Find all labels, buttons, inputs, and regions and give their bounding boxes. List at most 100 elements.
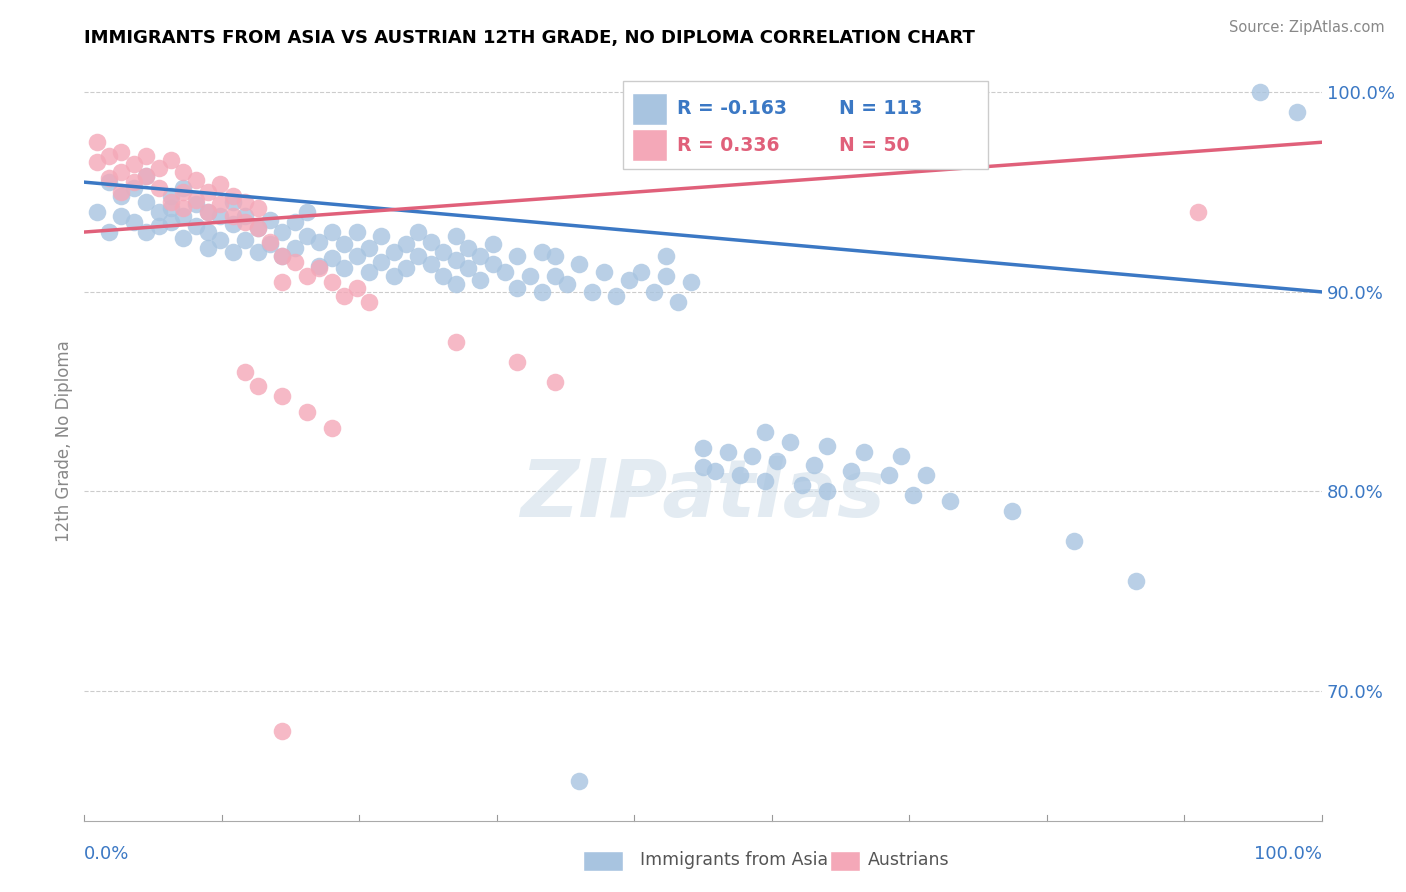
Point bbox=[135, 225, 157, 239]
Point bbox=[333, 260, 356, 275]
Point bbox=[122, 157, 145, 171]
Point bbox=[803, 458, 825, 473]
Point bbox=[357, 265, 380, 279]
Point bbox=[135, 195, 157, 210]
Point bbox=[160, 195, 183, 210]
Point bbox=[444, 252, 467, 267]
Point bbox=[135, 149, 157, 163]
Point bbox=[555, 277, 578, 291]
Point bbox=[333, 289, 356, 303]
Point bbox=[222, 209, 245, 223]
Point bbox=[1125, 574, 1147, 589]
Point bbox=[543, 268, 565, 283]
Point bbox=[308, 235, 330, 249]
Point bbox=[1187, 205, 1209, 219]
Point bbox=[717, 444, 740, 458]
Point bbox=[122, 175, 145, 189]
Point bbox=[172, 165, 194, 179]
Point bbox=[308, 260, 330, 275]
Point bbox=[197, 241, 219, 255]
Point bbox=[209, 177, 232, 191]
Point bbox=[295, 205, 318, 219]
Point bbox=[98, 175, 121, 189]
Point bbox=[643, 285, 665, 299]
Point bbox=[98, 225, 121, 239]
Point bbox=[543, 375, 565, 389]
Point bbox=[295, 229, 318, 244]
Point bbox=[346, 249, 368, 263]
Point bbox=[246, 378, 269, 392]
Point bbox=[172, 181, 194, 195]
Point bbox=[184, 219, 207, 233]
Point bbox=[86, 205, 108, 219]
Point bbox=[1249, 86, 1271, 100]
Point bbox=[197, 205, 219, 219]
Point bbox=[259, 213, 281, 227]
Text: Immigrants from Asia: Immigrants from Asia bbox=[640, 851, 828, 869]
Point bbox=[295, 268, 318, 283]
Point bbox=[197, 225, 219, 239]
Point bbox=[259, 237, 281, 252]
Point bbox=[1001, 504, 1024, 518]
Point bbox=[357, 294, 380, 309]
Point bbox=[630, 265, 652, 279]
Point bbox=[408, 249, 430, 263]
Point bbox=[506, 281, 529, 295]
Point bbox=[233, 195, 256, 210]
Point bbox=[110, 185, 132, 199]
Point bbox=[679, 275, 702, 289]
Point bbox=[295, 404, 318, 418]
Point bbox=[148, 205, 170, 219]
Point bbox=[222, 244, 245, 259]
Point bbox=[766, 454, 789, 468]
Point bbox=[122, 181, 145, 195]
Text: ZIPatlas: ZIPatlas bbox=[520, 456, 886, 533]
Bar bbox=[633, 93, 666, 125]
Point bbox=[568, 773, 591, 788]
Point bbox=[98, 171, 121, 186]
Point bbox=[506, 355, 529, 369]
Point bbox=[481, 237, 503, 252]
Point bbox=[308, 259, 330, 273]
Point bbox=[233, 365, 256, 379]
Point bbox=[531, 244, 554, 259]
Point bbox=[444, 334, 467, 349]
Point bbox=[346, 225, 368, 239]
Text: Austrians: Austrians bbox=[868, 851, 949, 869]
Point bbox=[655, 268, 678, 283]
Point bbox=[184, 197, 207, 211]
Point bbox=[382, 244, 405, 259]
Point bbox=[432, 244, 454, 259]
Point bbox=[160, 201, 183, 215]
Point bbox=[233, 233, 256, 247]
Point bbox=[457, 241, 479, 255]
Point bbox=[890, 449, 912, 463]
Point bbox=[321, 420, 343, 434]
Point bbox=[172, 185, 194, 199]
Point bbox=[481, 257, 503, 271]
Point bbox=[914, 468, 936, 483]
Point bbox=[271, 275, 294, 289]
Point bbox=[233, 215, 256, 229]
Text: R = -0.163: R = -0.163 bbox=[678, 99, 787, 119]
Point bbox=[395, 237, 418, 252]
Point bbox=[222, 217, 245, 231]
Point bbox=[197, 205, 219, 219]
Point bbox=[172, 231, 194, 245]
Bar bbox=[633, 129, 666, 161]
Point bbox=[581, 285, 603, 299]
Point bbox=[1063, 534, 1085, 549]
Point bbox=[754, 475, 776, 489]
Y-axis label: 12th Grade, No Diploma: 12th Grade, No Diploma bbox=[55, 341, 73, 542]
Point bbox=[370, 229, 392, 244]
Point bbox=[321, 275, 343, 289]
Point bbox=[209, 233, 232, 247]
Text: N = 113: N = 113 bbox=[839, 99, 922, 119]
Point bbox=[370, 255, 392, 269]
Point bbox=[184, 193, 207, 207]
Point bbox=[692, 441, 714, 455]
Point bbox=[444, 229, 467, 244]
Point bbox=[222, 189, 245, 203]
Point bbox=[568, 257, 591, 271]
Text: 0.0%: 0.0% bbox=[84, 845, 129, 863]
